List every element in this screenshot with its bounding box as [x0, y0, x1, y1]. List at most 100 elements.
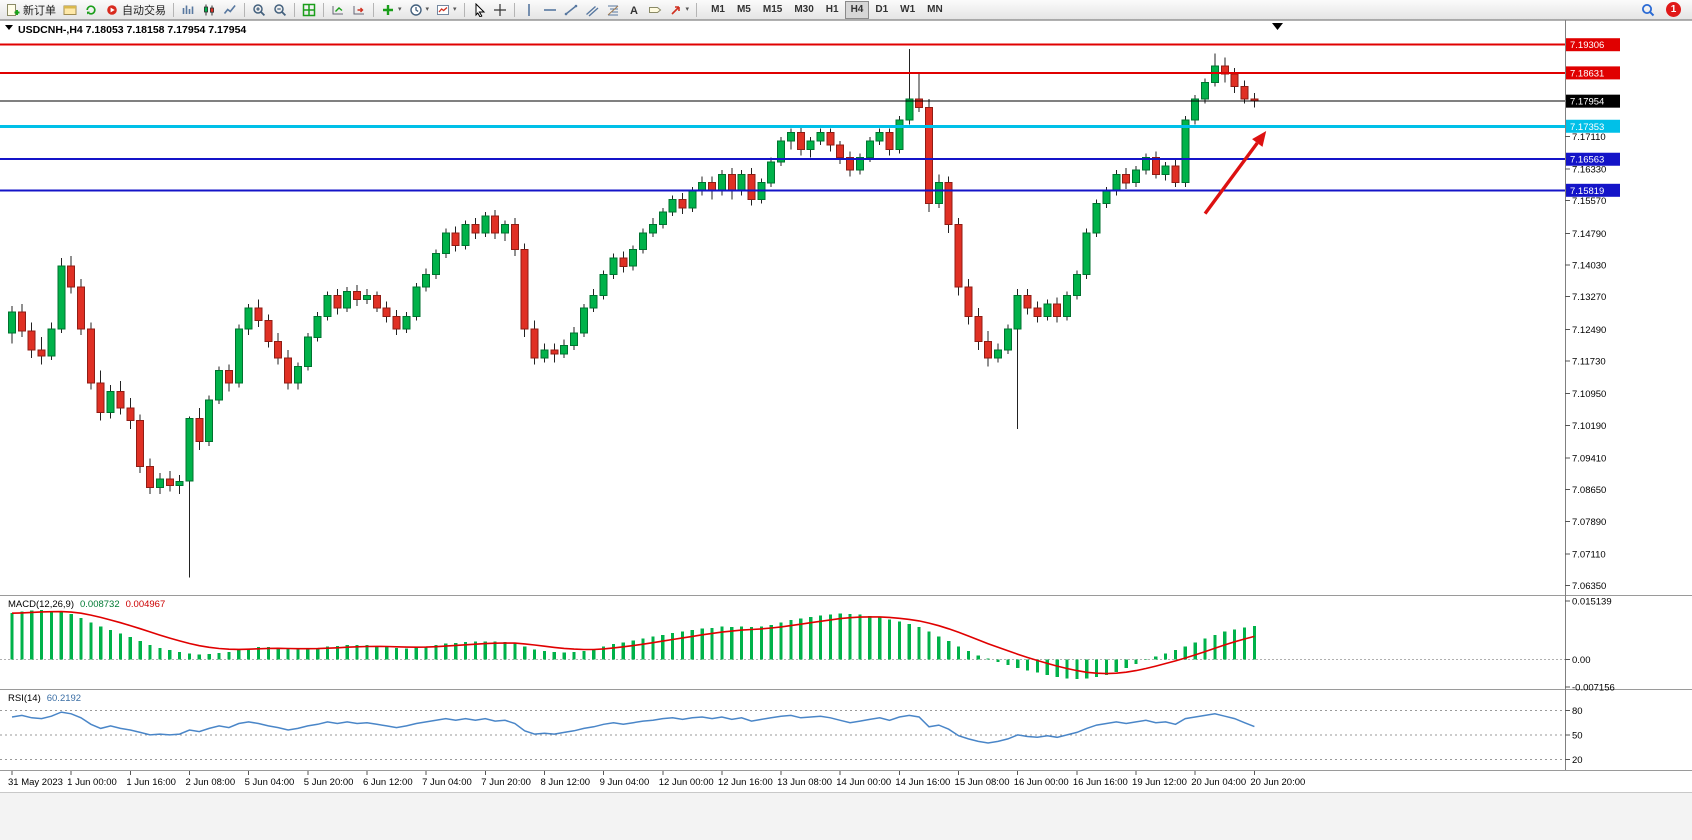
candle	[954, 224, 963, 288]
candle	[155, 478, 164, 489]
rsi-axis-label: 50	[1572, 730, 1583, 741]
arrow-shape-icon	[670, 5, 680, 15]
crosshair-button[interactable]	[490, 1, 510, 19]
candle	[1191, 98, 1200, 121]
chart-shift-button[interactable]	[349, 1, 369, 19]
time-label: 7 Jun 20:00	[481, 777, 531, 788]
terminal-button[interactable]	[60, 1, 80, 19]
price-badge	[1566, 94, 1620, 108]
candlestick-chart-button[interactable]	[199, 1, 219, 19]
candle	[934, 182, 943, 205]
candle	[816, 132, 825, 142]
price-badge-label: 7.16563	[1570, 155, 1604, 166]
candle	[382, 307, 391, 317]
cursor-button[interactable]	[469, 1, 489, 19]
price-badge-label: 7.19306	[1570, 40, 1604, 51]
bar-chart-button[interactable]	[178, 1, 198, 19]
timeframe-button-m15[interactable]: M15	[757, 1, 788, 19]
candle	[77, 286, 86, 330]
auto-trading-button[interactable]: 自动交易	[102, 1, 169, 19]
notification-badge[interactable]: 1	[1666, 2, 1681, 17]
price-axis[interactable]: 7.17110 7.16330 7.15570 7.14790 7.14030 7.132…	[1565, 38, 1620, 592]
shapes-button[interactable]: ▾	[666, 1, 693, 19]
auto-scroll-icon	[332, 5, 343, 14]
candle	[195, 418, 204, 443]
fibonacci-button[interactable]	[603, 1, 623, 19]
macd-pane: MACD(12,26,9) 0.008732 0.004967 0.015139 0.0…	[0, 597, 1615, 694]
candle	[510, 224, 519, 251]
timeframe-button-h1[interactable]: H1	[820, 1, 845, 19]
rsi-axis-label: 20	[1572, 755, 1583, 766]
time-label: 31 May 2023	[8, 777, 63, 788]
timeframe-button-m1[interactable]: M1	[705, 1, 731, 19]
zoom-in-icon	[253, 3, 266, 16]
time-label: 9 Jun 04:00	[600, 777, 650, 788]
zoom-out-button[interactable]	[270, 1, 290, 19]
candle	[589, 295, 598, 309]
timeframe-button-m30[interactable]: M30	[788, 1, 819, 19]
svg-text:A: A	[630, 5, 638, 17]
time-label: 5 Jun 20:00	[304, 777, 354, 788]
templates-button[interactable]: ▾	[433, 1, 460, 19]
trend-arrow[interactable]	[1203, 130, 1267, 215]
price-tick-label: 7.16330	[1572, 164, 1606, 175]
candle	[599, 274, 608, 297]
time-axis[interactable]: 31 May 2023 1 Jun 00:00 1 Jun 16:00 2 Jun 0…	[8, 771, 1305, 788]
candle	[1201, 82, 1210, 100]
macd-axis-label: 0.015139	[1572, 597, 1612, 608]
line-chart-button[interactable]	[220, 1, 240, 19]
refresh-icon	[86, 4, 96, 15]
auto-scroll-button[interactable]	[328, 1, 348, 19]
candlestick-series	[8, 49, 1259, 578]
candle	[1033, 307, 1042, 317]
price-tick-label: 7.13270	[1572, 292, 1606, 303]
trendline-button[interactable]	[561, 1, 581, 19]
rsi-axis-label: 80	[1572, 706, 1583, 717]
channel-icon	[585, 5, 599, 17]
price-tick-label: 7.12490	[1572, 325, 1606, 336]
vertical-line-button[interactable]	[519, 1, 539, 19]
candle	[343, 290, 352, 309]
indicators-button[interactable]: ▾	[378, 1, 405, 19]
zoom-in-button[interactable]	[249, 1, 269, 19]
candle	[806, 140, 815, 150]
timeframe-button-h4[interactable]: H4	[844, 0, 870, 19]
candle	[579, 307, 588, 334]
candle	[501, 224, 509, 234]
time-label: 6 Jun 12:00	[363, 777, 413, 788]
refresh-button[interactable]	[81, 1, 101, 19]
new-order-label: 新订单	[23, 4, 56, 17]
new-order-button[interactable]: 新订单	[3, 1, 59, 19]
toolbar-separator	[513, 2, 515, 17]
candle	[994, 349, 1002, 359]
text-button[interactable]: A	[624, 1, 644, 19]
candle	[1181, 119, 1190, 184]
timeframe-button-d1[interactable]: D1	[869, 1, 894, 19]
horizontal-line-button[interactable]	[540, 1, 560, 19]
channel-button[interactable]	[582, 1, 602, 19]
label-button[interactable]	[645, 1, 665, 19]
clock-icon	[409, 3, 422, 16]
candle	[836, 144, 845, 159]
price-shift-marker[interactable]	[1272, 23, 1283, 30]
chart-canvas[interactable]: 7.17110 7.16330 7.15570 7.14790 7.14030 7.132…	[0, 20, 1692, 840]
price-badge	[1566, 183, 1620, 197]
timeframe-button-mn[interactable]: MN	[921, 1, 949, 19]
timeframe-button-m5[interactable]: M5	[731, 1, 757, 19]
search-button[interactable]	[1638, 1, 1658, 19]
candle	[1230, 73, 1239, 88]
price-tick-label: 7.07890	[1572, 517, 1606, 528]
price-tick-label: 7.06350	[1572, 581, 1606, 592]
candle	[796, 132, 805, 150]
timeframe-button-w1[interactable]: W1	[894, 1, 921, 19]
candle	[353, 290, 362, 301]
chart-collapse-icon[interactable]	[5, 25, 13, 30]
periods-button[interactable]: ▾	[406, 1, 433, 19]
tile-windows-button[interactable]	[299, 1, 319, 19]
candle	[964, 286, 973, 317]
candle	[17, 311, 26, 332]
candle	[570, 332, 579, 347]
terminal-icon	[63, 5, 77, 15]
candle	[175, 480, 184, 486]
